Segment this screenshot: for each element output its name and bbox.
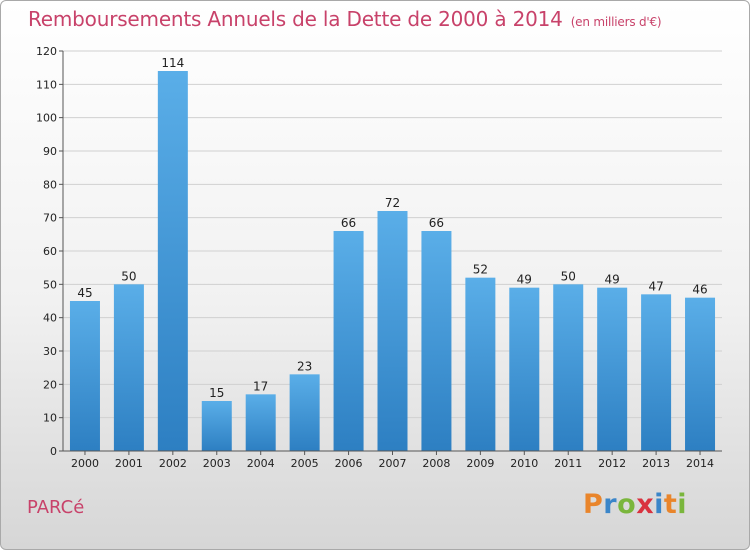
y-tick-label: 70 [43, 212, 57, 225]
bar[interactable] [509, 287, 540, 451]
chart-title: Remboursements Annuels de la Dette de 20… [28, 7, 662, 31]
bar-value-label: 46 [692, 283, 707, 297]
x-tick-label: 2012 [598, 457, 626, 470]
x-tick-label: 2002 [159, 457, 187, 470]
bar-value-label: 45 [77, 286, 92, 300]
bar[interactable] [289, 374, 320, 451]
bar[interactable] [333, 231, 364, 451]
bar-value-label: 49 [517, 273, 532, 287]
y-tick-label: 30 [43, 345, 57, 358]
bar-value-label: 114 [161, 56, 184, 70]
y-tick-label: 80 [43, 178, 57, 191]
bar-value-label: 17 [253, 379, 268, 393]
logo-letter: x [636, 489, 655, 520]
x-tick-label: 2008 [422, 457, 450, 470]
y-tick-label: 40 [43, 312, 57, 325]
x-tick-label: 2003 [203, 457, 231, 470]
x-axis-ticks: 2000 2001 2002 2003 2004 2005 2006 2007 2008 2009… [71, 451, 714, 470]
y-tick-label: 100 [36, 112, 57, 125]
proxiti-logo[interactable]: Proxiti [583, 489, 687, 520]
y-tick-label: 90 [43, 145, 57, 158]
bar-value-label: 50 [561, 269, 576, 283]
bar[interactable] [685, 297, 716, 451]
bar[interactable] [597, 287, 628, 451]
y-tick-label: 0 [50, 445, 57, 458]
bars: 45 50 114 15 17 23 66 72 66 52 49 50 49 47 46 [69, 56, 716, 451]
y-tick-label: 10 [43, 412, 57, 425]
bar[interactable] [421, 231, 452, 451]
y-tick-label: 120 [36, 45, 57, 58]
bar-value-label: 50 [121, 269, 136, 283]
logo-letter: P [583, 489, 604, 520]
bar[interactable] [201, 401, 232, 451]
x-tick-label: 2013 [642, 457, 670, 470]
x-tick-label: 2011 [554, 457, 582, 470]
bar[interactable] [69, 301, 100, 451]
bar-value-label: 23 [297, 359, 312, 373]
x-tick-label: 2009 [466, 457, 494, 470]
y-axis-ticks: 0 10 20 30 40 50 60 70 80 90 100 110 120 [36, 45, 63, 458]
bar-value-label: 15 [209, 386, 224, 400]
logo-letter: r [603, 489, 618, 520]
bar[interactable] [157, 71, 188, 451]
bar-value-label: 49 [605, 273, 620, 287]
bar[interactable] [553, 284, 584, 451]
bar[interactable] [377, 211, 408, 451]
place-name: PARCé [27, 497, 85, 518]
x-tick-label: 2007 [379, 457, 407, 470]
y-tick-label: 50 [43, 278, 57, 291]
chart-title-text: Remboursements Annuels de la Dette de 20… [28, 7, 563, 31]
x-tick-label: 2001 [115, 457, 143, 470]
bar-value-label: 66 [429, 216, 444, 230]
x-tick-label: 2006 [335, 457, 363, 470]
logo-letter: i [654, 489, 664, 520]
logo-letter: o [617, 489, 637, 520]
y-tick-label: 110 [36, 78, 57, 91]
bar[interactable] [245, 394, 276, 451]
x-tick-label: 2000 [71, 457, 99, 470]
logo-letter: i [677, 489, 688, 520]
bar[interactable] [641, 294, 672, 451]
bar-value-label: 66 [341, 216, 356, 230]
x-tick-label: 2004 [247, 457, 275, 470]
x-tick-label: 2005 [291, 457, 319, 470]
chart-subtitle: (en milliers d'€) [570, 15, 662, 29]
x-tick-label: 2010 [510, 457, 538, 470]
bar[interactable] [113, 284, 144, 451]
bar-value-label: 72 [385, 196, 400, 210]
bar[interactable] [465, 277, 496, 451]
x-tick-label: 2014 [686, 457, 714, 470]
logo-letter: t [663, 489, 678, 520]
bar-value-label: 52 [473, 263, 488, 277]
bar-value-label: 47 [648, 279, 663, 293]
y-tick-label: 60 [43, 245, 57, 258]
y-tick-label: 20 [43, 378, 57, 391]
